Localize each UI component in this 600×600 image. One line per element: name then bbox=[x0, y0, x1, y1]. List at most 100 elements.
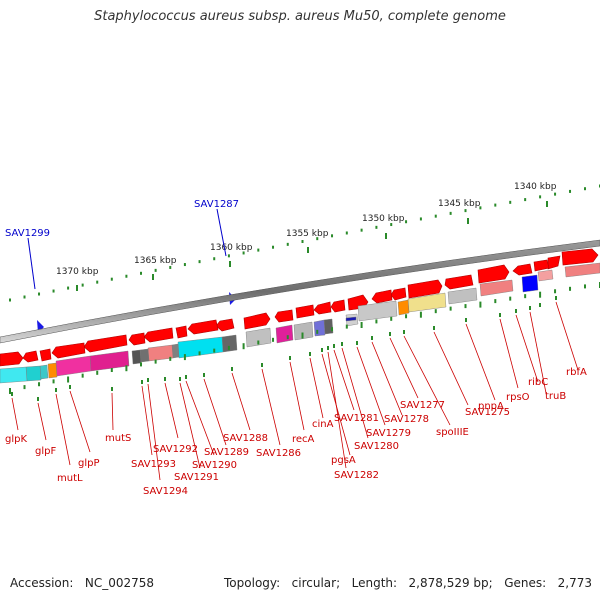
highlight-line-sav1287 bbox=[216, 208, 227, 257]
gene-leader-line bbox=[185, 380, 215, 456]
scale-dot bbox=[434, 214, 437, 218]
gene-label: spoIIIE bbox=[436, 427, 469, 438]
genome-backbone bbox=[0, 239, 600, 344]
inner-tick bbox=[524, 294, 527, 299]
inner-tick bbox=[52, 379, 55, 384]
gene-block bbox=[397, 299, 410, 316]
gene-block bbox=[313, 319, 326, 337]
topology-value: circular; bbox=[291, 576, 341, 590]
highlight-label-sav1299: SAV1299 bbox=[5, 228, 50, 239]
inner-tick bbox=[554, 289, 557, 294]
gene-block bbox=[39, 364, 49, 380]
scale-dot bbox=[125, 274, 128, 278]
scale-label-1345: 1345 kbp bbox=[438, 199, 481, 209]
gene-block bbox=[47, 362, 58, 379]
inner-tick bbox=[96, 370, 99, 375]
gene-leader-line bbox=[515, 314, 539, 383]
inner-tick bbox=[227, 345, 230, 350]
gene-leader-line bbox=[433, 331, 469, 406]
gene-label: SAV1294 bbox=[143, 486, 188, 497]
inner-tick bbox=[479, 301, 482, 308]
gene-arrow bbox=[83, 334, 128, 353]
gene-label: rpsO bbox=[506, 392, 530, 403]
accession-footer: Accession: NC_002758 bbox=[10, 576, 154, 590]
inner-tick bbox=[38, 382, 41, 387]
scale-dot bbox=[38, 292, 41, 296]
scale-arc bbox=[9, 184, 600, 302]
scale-dot bbox=[331, 234, 334, 238]
gene-arrow bbox=[561, 248, 599, 266]
gene-block bbox=[55, 355, 92, 377]
inner-tick bbox=[242, 343, 245, 350]
gene-arrow bbox=[175, 325, 188, 339]
gene-arrow bbox=[407, 279, 443, 299]
gene-block bbox=[537, 269, 554, 282]
scale-ticks bbox=[76, 201, 548, 291]
scale-dot bbox=[316, 237, 319, 241]
scale-dot bbox=[154, 268, 157, 272]
gene-leader-line bbox=[231, 372, 251, 431]
inner-tick bbox=[257, 340, 260, 345]
gene-block bbox=[275, 324, 294, 344]
inner-tick bbox=[9, 388, 11, 394]
scale-dot bbox=[509, 200, 512, 204]
accession-label: Accession: bbox=[10, 576, 74, 590]
gene-leader-line bbox=[111, 392, 114, 431]
scale-dot bbox=[405, 220, 408, 224]
inner-tick bbox=[140, 362, 143, 367]
gene-leader-line bbox=[341, 347, 369, 439]
gene-label: glpK bbox=[5, 434, 27, 445]
gene-arrow bbox=[0, 351, 24, 367]
scale-dot bbox=[390, 223, 393, 227]
gene-arrow bbox=[274, 309, 294, 323]
gene-leader-line bbox=[37, 402, 47, 441]
length-value: 2,878,529 bp; bbox=[408, 576, 493, 590]
inner-tick bbox=[213, 348, 216, 353]
gene-label: ribC bbox=[528, 377, 548, 388]
gene-leader-line bbox=[147, 383, 161, 481]
gene-label: SAV1281 bbox=[334, 413, 379, 424]
inner-tick-row bbox=[9, 282, 600, 394]
gene-leader-line bbox=[465, 323, 496, 401]
gene-block bbox=[521, 274, 539, 293]
gene-arrow bbox=[39, 348, 52, 362]
highlight-markers: SAV1299 SAV1287 bbox=[5, 199, 239, 333]
inner-tick bbox=[198, 351, 201, 356]
scale-dot bbox=[52, 289, 55, 293]
inner-tick bbox=[419, 311, 422, 318]
gene-block bbox=[139, 348, 150, 363]
scale-dot bbox=[169, 265, 172, 269]
scale-dot bbox=[67, 286, 70, 290]
gene-label: pgsA bbox=[331, 455, 356, 466]
length-label: Length: bbox=[351, 576, 398, 590]
gene-leader-line bbox=[389, 337, 419, 399]
gene-block bbox=[147, 344, 174, 362]
gene-block bbox=[131, 349, 142, 365]
gene-arrow bbox=[313, 301, 332, 315]
gene-leader-line bbox=[327, 351, 347, 469]
gene-block bbox=[357, 300, 398, 322]
gene-leader-line bbox=[55, 393, 71, 466]
reverse-strand bbox=[0, 262, 600, 384]
gene-label: SAV1286 bbox=[256, 448, 301, 459]
gene-label: glpF bbox=[35, 446, 56, 457]
gene-leader-line bbox=[321, 353, 351, 456]
scale-dot bbox=[360, 228, 363, 232]
inner-tick bbox=[125, 365, 128, 372]
gene-arrow bbox=[444, 274, 474, 290]
gene-leader-line bbox=[164, 382, 179, 439]
scale-dot bbox=[524, 198, 527, 202]
genome-summary-footer: Topology: circular; Length: 2,878,529 bp… bbox=[224, 576, 592, 590]
gene-label: mutS bbox=[105, 433, 131, 444]
gene-block bbox=[25, 365, 42, 382]
scale-dot bbox=[286, 242, 289, 246]
gene-block bbox=[245, 327, 272, 348]
gene-arrow bbox=[295, 304, 315, 319]
inner-tick bbox=[390, 316, 393, 321]
scale-dot bbox=[9, 298, 11, 302]
gene-leader-line bbox=[179, 382, 201, 469]
inner-tick bbox=[375, 319, 378, 324]
inner-tick bbox=[154, 359, 157, 364]
inner-tick bbox=[301, 332, 304, 339]
inner-tick bbox=[464, 304, 467, 309]
